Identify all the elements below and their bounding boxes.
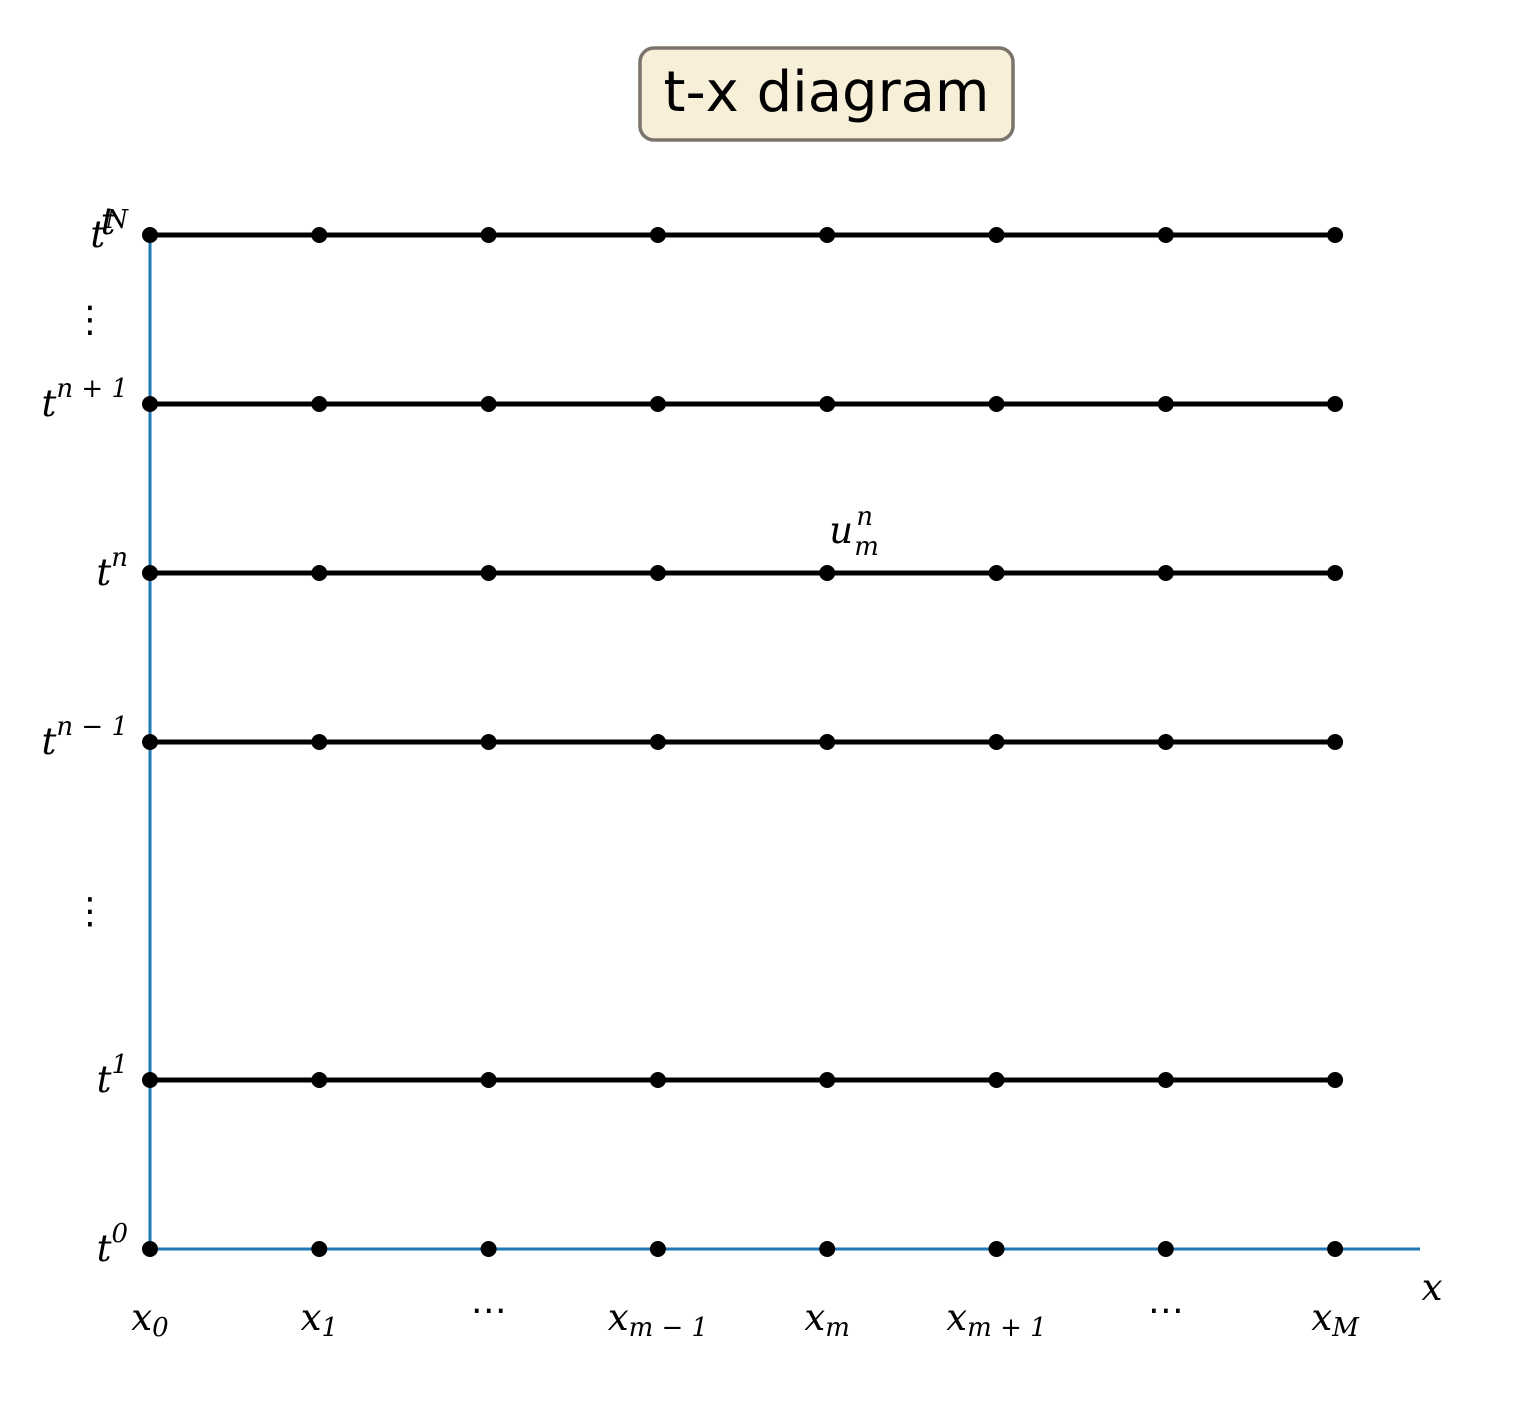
grid-node-3-0 <box>142 734 158 750</box>
grid-node-0-6 <box>1157 1241 1174 1257</box>
grid-node-1-3 <box>649 1072 666 1088</box>
grid-node-6-3 <box>649 227 666 243</box>
title-box: t-x diagram <box>638 46 1015 142</box>
grid-node-4-7 <box>1327 565 1344 581</box>
grid-node-4-3 <box>649 565 666 581</box>
x-tick-label: xm <box>804 1296 850 1343</box>
grid-node-5-2 <box>480 396 497 412</box>
grid-node-5-1 <box>311 396 328 412</box>
t-tick-label: tn <box>96 543 128 594</box>
x-tick-label: x1 <box>301 1296 338 1343</box>
grid-node-1-6 <box>1157 1072 1174 1088</box>
grid-lines <box>150 232 1336 1083</box>
grid-node-6-4 <box>819 227 836 243</box>
grid-node-5-6 <box>1157 396 1174 412</box>
grid-node-5-0 <box>142 396 158 412</box>
annotation-sub: m <box>854 532 879 562</box>
t-tick-ellipsis: ⋮ <box>72 300 108 341</box>
x-tick-labels: x0 x1 ⋯ xm − 1 xm xm + 1 ⋯ xM <box>131 1290 1360 1343</box>
t-tick-label: tN <box>90 205 129 256</box>
grid-node-3-5 <box>988 734 1005 750</box>
grid-node-1-7 <box>1327 1072 1344 1088</box>
grid-node-0-7 <box>1327 1241 1344 1257</box>
grid-node-1-5 <box>988 1072 1005 1088</box>
grid-node-4-1 <box>311 565 328 581</box>
grid-node-0-2 <box>480 1241 497 1257</box>
grid-nodes <box>142 227 1344 1257</box>
grid-node-3-1 <box>311 734 328 750</box>
grid-node-6-6 <box>1157 227 1174 243</box>
t-axis-label: t <box>101 200 116 243</box>
grid-node-4-5 <box>988 565 1005 581</box>
grid-node-5-7 <box>1327 396 1344 412</box>
grid-node-0-1 <box>311 1241 328 1257</box>
axes: t x <box>101 200 1443 1309</box>
x-tick-ellipsis: ⋯ <box>471 1290 507 1331</box>
grid-node-3-7 <box>1327 734 1344 750</box>
grid-node-0-4 <box>819 1241 836 1257</box>
grid-node-3-2 <box>480 734 497 750</box>
x-tick-label: xm + 1 <box>946 1296 1046 1343</box>
grid-node-3-3 <box>649 734 666 750</box>
grid-node-4-2 <box>480 565 497 581</box>
grid-node-0-0 <box>142 1241 158 1257</box>
t-tick-label: tn − 1 <box>42 712 128 763</box>
grid-node-1-2 <box>480 1072 497 1088</box>
grid-node-4-6 <box>1157 565 1174 581</box>
annotation-base: u <box>829 509 853 552</box>
grid-node-1-4 <box>819 1072 836 1088</box>
t-tick-ellipsis: ⋮ <box>72 891 108 932</box>
grid-node-3-6 <box>1157 734 1174 750</box>
x-tick-label: xm − 1 <box>608 1296 708 1343</box>
grid-node-4-4 <box>819 565 836 581</box>
grid-node-6-5 <box>988 227 1005 243</box>
grid-node-5-3 <box>649 396 666 412</box>
grid-node-4-0 <box>142 565 158 581</box>
grid-node-1-0 <box>142 1072 158 1088</box>
grid-node-0-5 <box>988 1241 1005 1257</box>
grid-node-3-4 <box>819 734 836 750</box>
x-axis-label: x <box>1422 1266 1443 1309</box>
grid-node-0-3 <box>649 1241 666 1257</box>
x-tick-ellipsis: ⋯ <box>1148 1290 1184 1331</box>
t-tick-label: t1 <box>97 1050 128 1101</box>
grid-node-6-0 <box>142 227 158 243</box>
x-tick-label: xM <box>1311 1296 1360 1343</box>
grid-node-6-2 <box>480 227 497 243</box>
t-tick-label: t0 <box>97 1219 128 1270</box>
t-tick-label: tn + 1 <box>42 374 128 425</box>
grid-node-5-5 <box>988 396 1005 412</box>
title-box-frame <box>638 46 1015 142</box>
annotation: u nm <box>829 502 879 562</box>
grid-node-5-4 <box>819 396 836 412</box>
diagram-title: t-x diagram <box>664 60 990 125</box>
annotation-u-m-n: u nm <box>829 502 879 562</box>
grid-node-6-1 <box>311 227 328 243</box>
t-tick-labels: t0 t1 ⋮ tn − 1 tn tn + 1 ⋮ tN <box>42 205 130 1270</box>
grid-node-6-7 <box>1327 227 1344 243</box>
annotation-sup: n <box>856 502 873 532</box>
grid-node-1-1 <box>311 1072 328 1088</box>
x-tick-label: x0 <box>131 1296 168 1343</box>
